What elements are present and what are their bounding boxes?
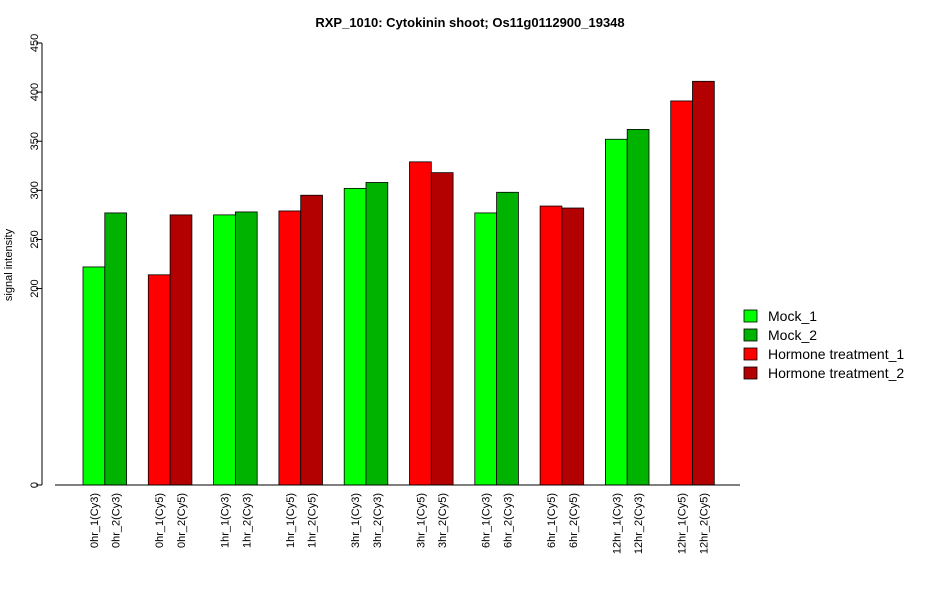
x-tick-label: 12hr_2(Cy5) — [698, 493, 710, 554]
x-tick-label: 12hr_2(Cy3) — [633, 493, 645, 554]
bar — [474, 212, 497, 486]
bar — [409, 161, 432, 486]
bar — [692, 80, 715, 486]
bar — [626, 129, 650, 486]
bar — [496, 191, 519, 486]
x-tick-label: 3hr_2(Cy3) — [372, 493, 384, 548]
bar — [343, 187, 367, 486]
x-tick-label: 12hr_1(Cy5) — [677, 493, 689, 554]
bar — [82, 266, 106, 486]
legend-label: Hormone treatment_2 — [768, 365, 904, 381]
bar — [234, 211, 258, 486]
bar — [430, 172, 454, 486]
x-tick-label: 3hr_1(Cy5) — [415, 493, 427, 548]
x-tick-label: 6hr_1(Cy3) — [481, 493, 493, 548]
x-tick-label: 1hr_1(Cy3) — [220, 493, 232, 548]
bar — [278, 210, 302, 486]
y-axis-label: signal intensity — [3, 228, 15, 301]
legend: Mock_1 Mock_2 Hormone treatment_1 Hormone t… — [743, 308, 904, 381]
bar — [104, 212, 128, 486]
bar — [670, 100, 693, 486]
y-tick-label: 300 — [29, 181, 41, 199]
bar — [300, 194, 323, 486]
legend-swatch — [743, 366, 758, 380]
x-tick-label: 6hr_2(Cy5) — [568, 493, 580, 548]
bar — [539, 205, 563, 486]
bars-group — [82, 80, 715, 486]
legend-label: Mock_2 — [768, 327, 817, 343]
bar — [605, 138, 628, 486]
bar — [561, 207, 585, 486]
x-tick-label: 0hr_2(Cy5) — [176, 493, 188, 548]
legend-label: Hormone treatment_1 — [768, 346, 904, 362]
x-tick-label: 0hr_1(Cy5) — [154, 493, 166, 548]
y-tick-label: 250 — [29, 230, 41, 248]
x-tick-label: 1hr_2(Cy3) — [241, 493, 253, 548]
bar — [213, 214, 236, 486]
y-tick-label: 200 — [29, 279, 41, 297]
x-tick-label: 6hr_2(Cy3) — [503, 493, 515, 548]
y-tick-label: 400 — [29, 83, 41, 101]
x-tick-label: 1hr_1(Cy5) — [285, 493, 297, 548]
y-tick-label: 0 — [29, 482, 41, 488]
bar — [365, 182, 389, 486]
y-axis: 0 200 250 300 350 400 450 — [29, 34, 43, 488]
legend-swatch — [743, 309, 758, 323]
x-tick-label: 3hr_1(Cy3) — [350, 493, 362, 548]
bar — [169, 214, 193, 486]
legend-swatch — [743, 328, 758, 342]
x-tick-label: 1hr_2(Cy5) — [307, 493, 319, 548]
legend-swatch — [743, 347, 758, 361]
x-tick-label: 6hr_1(Cy5) — [546, 493, 558, 548]
bar — [147, 274, 171, 486]
x-tick-labels: 0hr_1(Cy3) 0hr_2(Cy3) 0hr_1(Cy5) 0hr_2(Cy5)… — [89, 493, 711, 554]
y-tick-label: 450 — [29, 34, 41, 52]
y-tick-label: 350 — [29, 132, 41, 150]
x-tick-label: 0hr_2(Cy3) — [111, 493, 123, 548]
chart-title: RXP_1010: Cytokinin shoot; Os11g0112900_… — [315, 15, 624, 30]
x-tick-label: 3hr_2(Cy5) — [437, 493, 449, 548]
legend-label: Mock_1 — [768, 308, 817, 324]
x-tick-label: 12hr_1(Cy3) — [611, 493, 623, 554]
x-tick-label: 0hr_1(Cy3) — [89, 493, 101, 548]
